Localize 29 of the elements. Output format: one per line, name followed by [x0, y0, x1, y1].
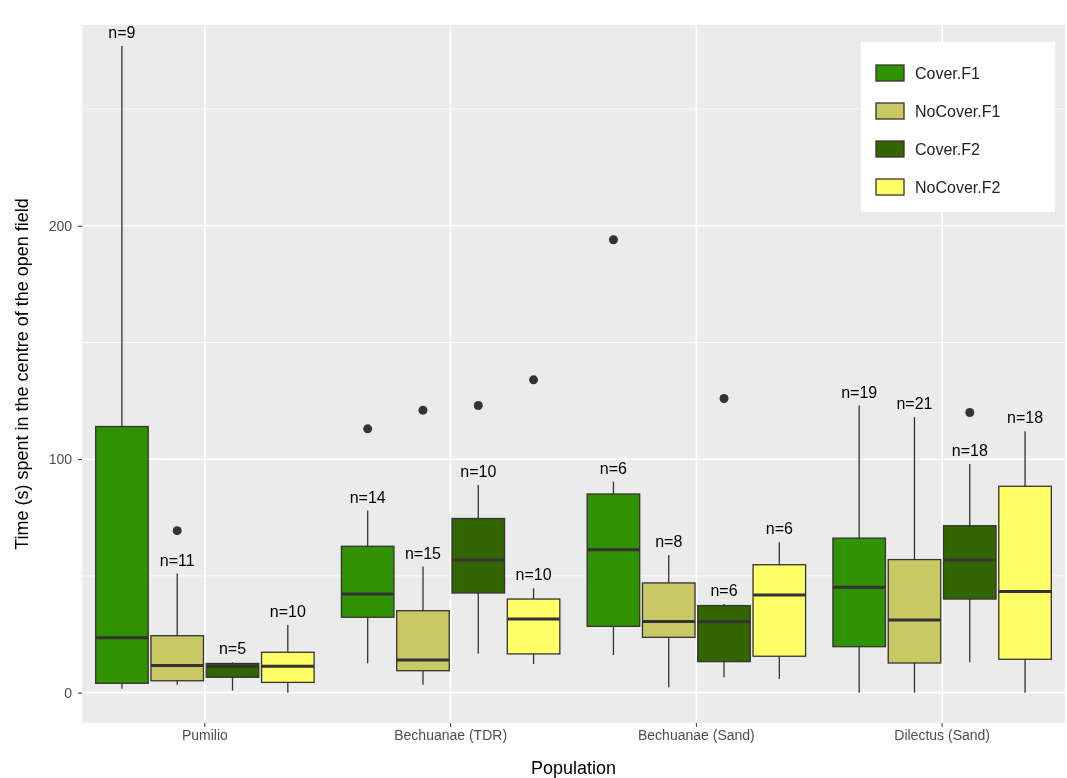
x-tick-label: Bechuanae (TDR) [394, 726, 508, 743]
text: n=6 [710, 581, 738, 599]
text: n=19 [841, 383, 878, 401]
y-tick-label: 200 [48, 217, 73, 234]
text: n=10 [460, 462, 497, 480]
text: n=6 [599, 459, 627, 477]
text: n=8 [655, 532, 683, 550]
x-tick-label: Dilectus (Sand) [894, 726, 990, 743]
text: n=18 [951, 441, 988, 459]
y-tick-label: 100 [48, 451, 73, 468]
text: n=21 [896, 395, 933, 413]
legend-label: Cover.F2 [915, 141, 981, 158]
legend-label: NoCover.F1 [915, 103, 1001, 120]
legend-label: NoCover.F2 [915, 179, 1001, 196]
text: n=5 [218, 640, 247, 658]
text: n=11 [159, 551, 195, 569]
text: n=14 [349, 488, 386, 506]
legend-label: Cover.F1 [915, 65, 981, 82]
y-tick-label: 0 [64, 684, 73, 701]
text: n=6 [765, 520, 793, 538]
text: n=10 [269, 602, 306, 620]
text: n=18 [1007, 409, 1044, 427]
text: n=9 [108, 24, 136, 42]
y-axis-title: Time (s) spent in the centre of the open field [12, 198, 32, 550]
x-axis-title: Population [530, 758, 617, 778]
text: n=10 [515, 566, 552, 584]
x-tick-label: Bechuanae (Sand) [637, 726, 755, 743]
x-tick-label: Pumilio [181, 726, 229, 743]
text: n=15 [404, 544, 441, 562]
